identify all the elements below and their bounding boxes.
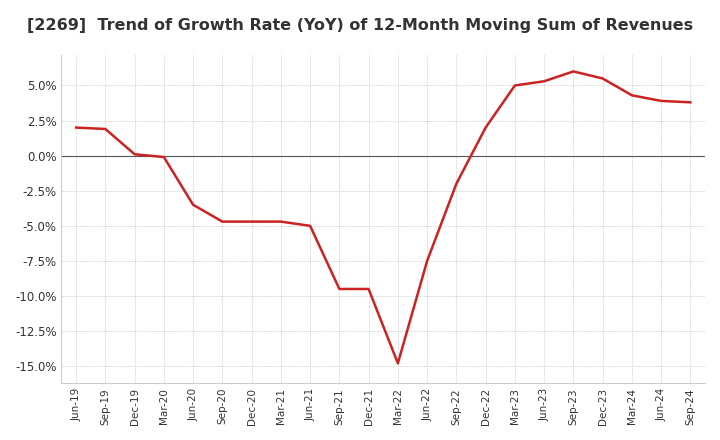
Text: [2269]  Trend of Growth Rate (YoY) of 12-Month Moving Sum of Revenues: [2269] Trend of Growth Rate (YoY) of 12-… (27, 18, 693, 33)
